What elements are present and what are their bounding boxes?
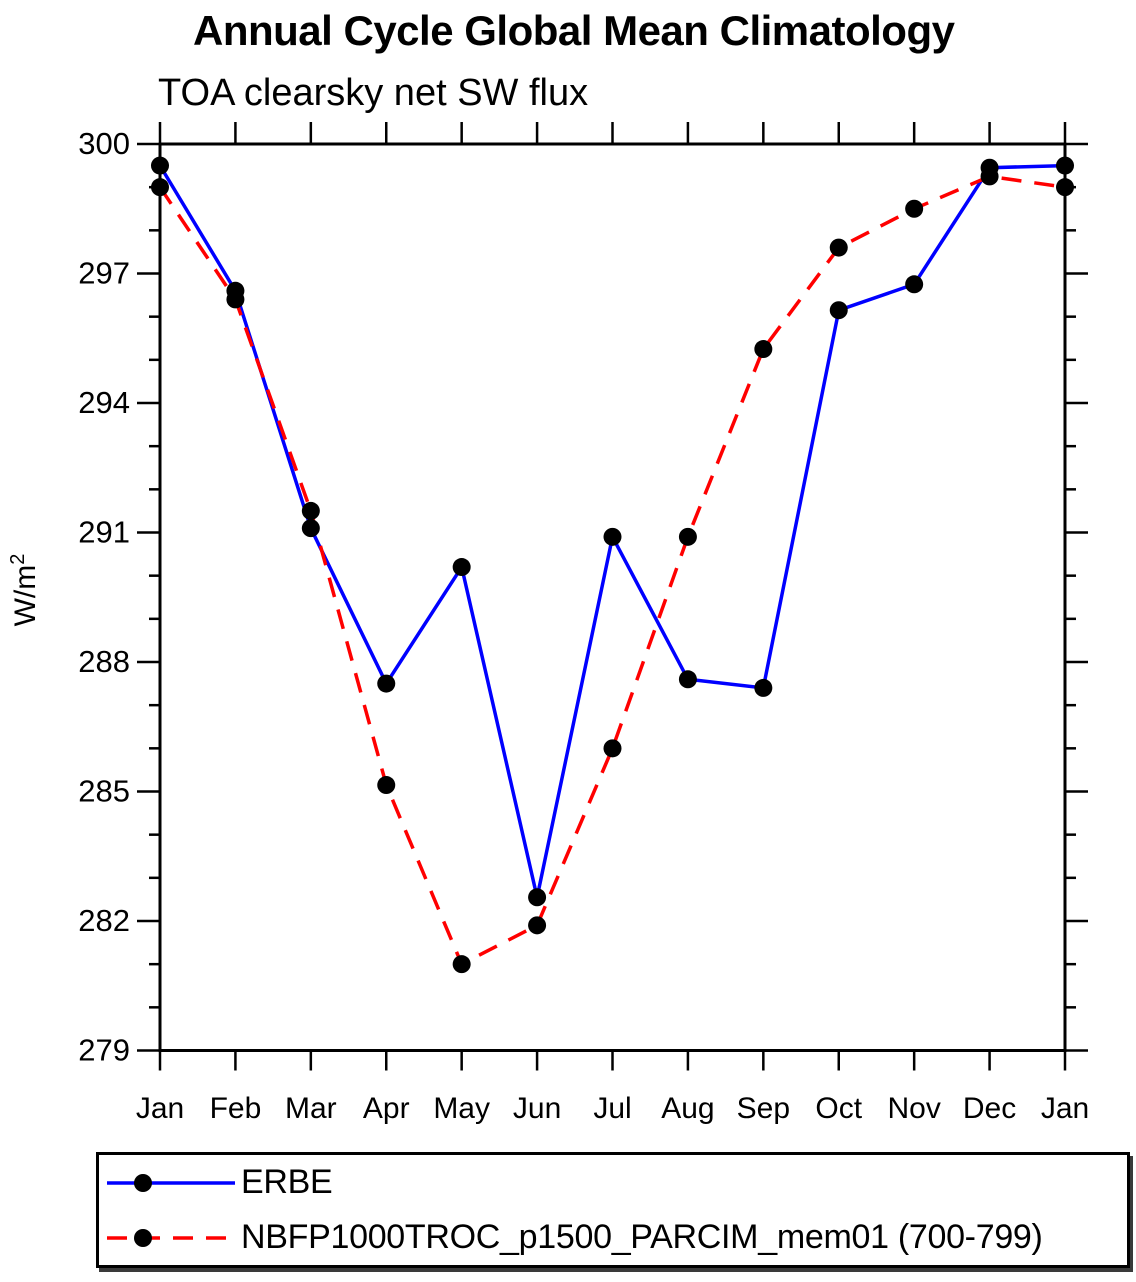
- y-tick-label: 279: [78, 1033, 130, 1068]
- model-legend-sample: [107, 1228, 235, 1247]
- erbe-marker: [377, 674, 396, 693]
- x-tick-label: Dec: [963, 1092, 1016, 1125]
- model-marker: [980, 167, 999, 186]
- erbe-marker: [905, 275, 924, 294]
- y-tick-label: 294: [78, 385, 130, 420]
- legend-row-erbe: ERBE: [99, 1155, 1127, 1210]
- x-tick-label: Sep: [737, 1092, 790, 1125]
- model-legend-label: NBFP1000TROC_p1500_PARCIM_mem01 (700-799…: [241, 1218, 1043, 1256]
- model-marker: [528, 916, 547, 935]
- erbe-marker: [754, 678, 773, 697]
- model-marker: [603, 739, 622, 758]
- model-marker: [151, 178, 169, 197]
- erbe-legend-marker: [134, 1173, 152, 1192]
- erbe-legend-label: ERBE: [241, 1163, 333, 1201]
- y-tick-label: 282: [78, 903, 130, 938]
- erbe-marker: [603, 527, 622, 546]
- y-tick-label: 300: [78, 126, 130, 161]
- erbe-marker: [678, 670, 697, 689]
- y-tick-label: 288: [78, 644, 130, 679]
- y-tick-label: 285: [78, 774, 130, 809]
- chart-subtitle: TOA clearsky net SW flux: [158, 72, 589, 114]
- model-marker: [678, 527, 697, 546]
- x-tick-label: Jan: [136, 1092, 184, 1125]
- y-tick-label: 297: [78, 256, 130, 291]
- erbe-marker: [452, 558, 471, 577]
- x-tick-label: Aug: [661, 1092, 714, 1125]
- x-tick-label: Jul: [593, 1092, 631, 1125]
- model-marker: [1056, 178, 1074, 197]
- x-tick-label: Nov: [887, 1092, 940, 1125]
- plot-area: Jan Feb Mar Apr May Jun Jul Aug Sep Oct Nov Dec Jan2…: [78, 122, 1089, 1125]
- x-tick-label: Jun: [513, 1092, 561, 1125]
- erbe-legend-sample: [107, 1173, 235, 1192]
- legend-row-model: NBFP1000TROC_p1500_PARCIM_mem01 (700-799…: [99, 1210, 1127, 1265]
- model-marker: [905, 199, 924, 218]
- chart-title: Annual Cycle Global Mean Climatology: [193, 7, 955, 54]
- model-marker: [829, 238, 848, 257]
- x-tick-label: Feb: [210, 1092, 262, 1125]
- model-line: [158, 174, 1066, 967]
- model-legend-marker: [134, 1228, 152, 1247]
- y-tick-label: 291: [78, 515, 130, 550]
- x-tick-label: Mar: [285, 1092, 337, 1125]
- erbe-marker: [1056, 156, 1074, 175]
- x-tick-label: Apr: [363, 1092, 410, 1125]
- plot-border: [158, 142, 1067, 1052]
- x-tick-label: Oct: [815, 1092, 862, 1125]
- legend-box: ERBE NBFP1000TROC_p1500_PARCIM_mem01 (70…: [96, 1152, 1130, 1268]
- model-marker: [301, 501, 320, 520]
- erbe-marker: [528, 888, 547, 907]
- model-marker: [226, 290, 245, 309]
- erbe-marker: [829, 301, 848, 320]
- erbe-marker: [301, 519, 320, 538]
- model-marker: [452, 955, 471, 974]
- erbe-marker: [151, 156, 169, 175]
- model-marker: [754, 340, 773, 359]
- model-marker: [377, 776, 396, 795]
- x-tick-label: Jan: [1041, 1092, 1089, 1125]
- x-tick-label: May: [433, 1092, 490, 1125]
